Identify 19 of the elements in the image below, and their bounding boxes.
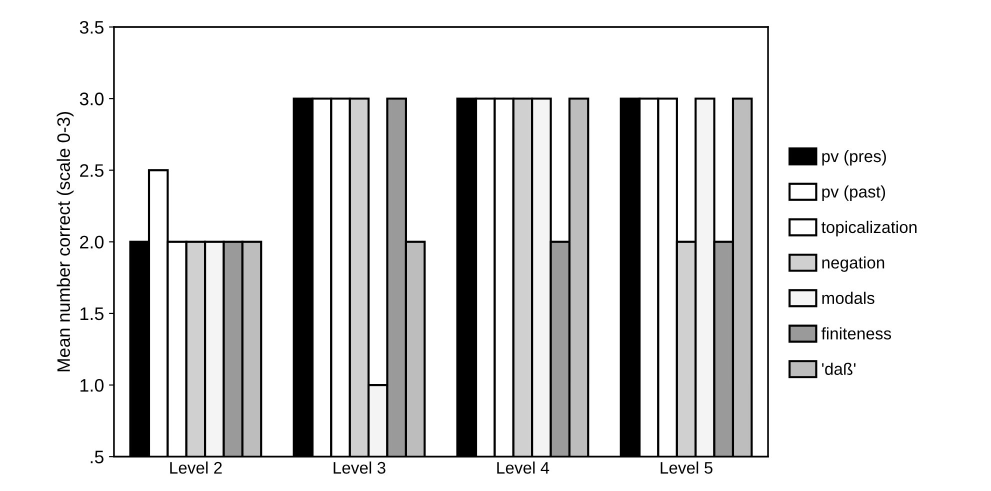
y-axis-title: Mean number correct (scale 0-3) [56, 112, 74, 372]
y-tick-label: 3.0 [80, 92, 104, 106]
y-tick-label: .5 [90, 450, 104, 464]
x-tick-label: Level 2 [170, 461, 222, 474]
x-tick-label: Level 4 [497, 461, 550, 474]
y-tick-label: 2.0 [80, 236, 104, 249]
x-tick-label: Level 3 [334, 461, 386, 474]
legend-label: pv (past) [822, 185, 886, 201]
y-tick-label: 2.5 [80, 164, 104, 177]
x-tick-label: Level 5 [660, 461, 712, 474]
legend-label: pv (pres) [822, 150, 886, 166]
legend-label: topicalization [821, 220, 917, 236]
legend-label: finiteness [821, 327, 892, 340]
y-tick-label: 3.5 [80, 20, 104, 34]
legend-label: negation [822, 256, 884, 272]
legend-label: 'daß' [822, 362, 856, 375]
y-tick-label: 1.0 [80, 378, 104, 392]
legend-label: modals [822, 292, 874, 304]
y-tick-label: 1.5 [80, 308, 104, 320]
